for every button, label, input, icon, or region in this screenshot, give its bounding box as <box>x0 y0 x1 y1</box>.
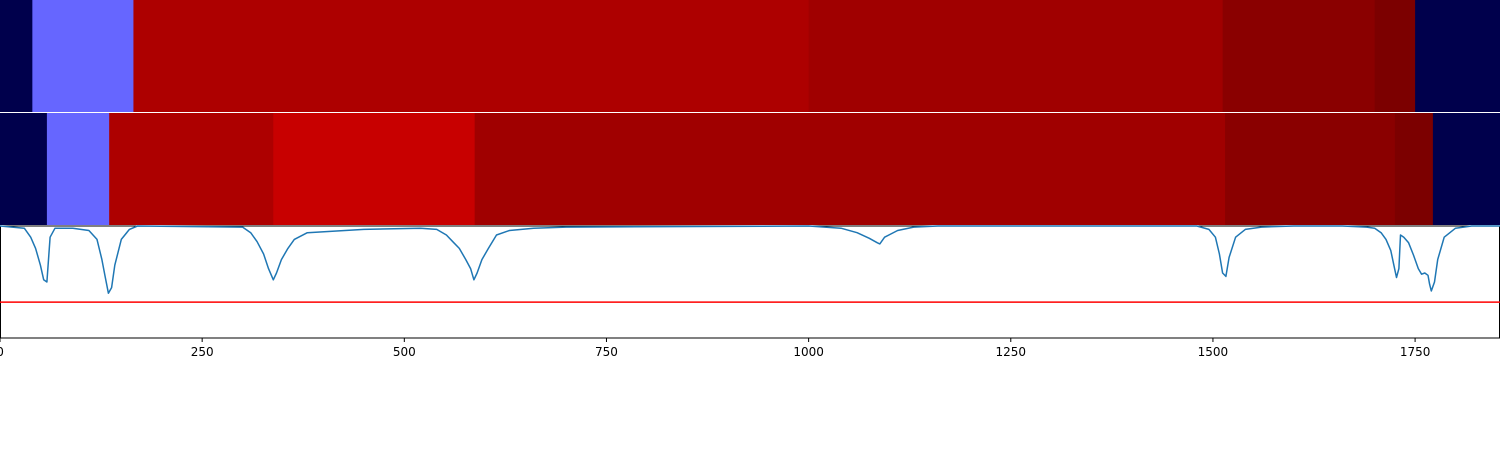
heatmap-top-panel <box>0 0 1500 112</box>
heatmap-bottom-segment <box>46 113 110 225</box>
x-tick-label: 500 <box>393 345 416 359</box>
heatmap-bottom-segment <box>109 113 274 225</box>
x-tick-label: 250 <box>191 345 214 359</box>
x-tick-label: 750 <box>595 345 618 359</box>
line-plot-frame <box>0 225 1500 339</box>
heatmap-bottom-segment <box>0 113 48 225</box>
heatmap-top-segment <box>32 0 134 112</box>
heatmap-top-segment <box>0 0 33 112</box>
heatmap-top-segment <box>1374 0 1416 112</box>
line-plot-panel <box>0 225 1500 339</box>
series-line <box>0 225 1500 294</box>
x-tick-label: 1750 <box>1400 345 1431 359</box>
x-tick-label: 0 <box>0 345 4 359</box>
heatmap-top-segment <box>1415 0 1500 112</box>
heatmap-bottom-segment <box>1225 113 1396 225</box>
heatmap-top-segment <box>133 0 810 112</box>
x-axis: 0 250 500 750 1000 1250 1500 1750 <box>0 338 1430 359</box>
heatmap-bottom-segment <box>1432 113 1500 225</box>
x-tick-label: 1500 <box>1198 345 1229 359</box>
heatmap-bottom-segment <box>1394 113 1434 225</box>
heatmap-bottom-segment <box>273 113 476 225</box>
heatmap-top-segment <box>808 0 1224 112</box>
heatmap-top-segment <box>1222 0 1376 112</box>
heatmap-bottom-segment <box>474 113 1226 225</box>
heatmap-bottom-panel <box>0 113 1500 225</box>
x-tick-label: 1000 <box>793 345 824 359</box>
x-tick-label: 1250 <box>996 345 1027 359</box>
